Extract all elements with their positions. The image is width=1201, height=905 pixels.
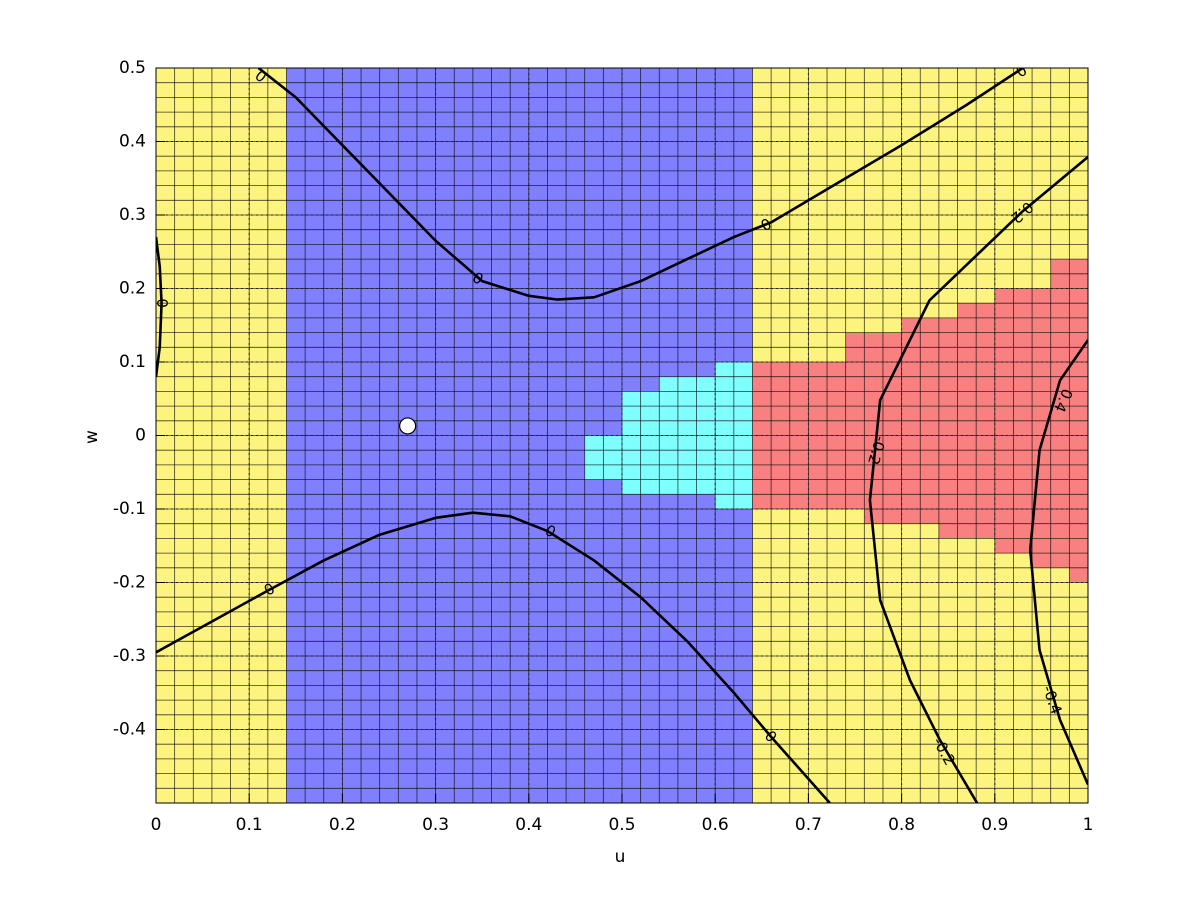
- y-tick-label: 0.1: [119, 352, 146, 372]
- x-tick-label: 0.9: [981, 815, 1008, 835]
- contour-line: [257, 68, 1024, 301]
- contour-line: [1028, 339, 1088, 786]
- x-tick-label: 0.8: [888, 815, 915, 835]
- x-tick-label: 0.4: [515, 815, 542, 835]
- y-tick-label: 0.3: [119, 205, 146, 225]
- y-axis-label: w: [82, 430, 102, 444]
- y-tick-label: -0.3: [113, 646, 146, 666]
- y-tick-label: -0.1: [113, 499, 146, 519]
- x-tick-label: 0.6: [702, 815, 729, 835]
- y-tick-label: -0.4: [113, 720, 146, 740]
- contour-line: [156, 236, 163, 377]
- contour-line: [868, 155, 1088, 803]
- x-tick-label: 0.5: [608, 815, 635, 835]
- y-tick-label: 0: [135, 426, 146, 446]
- marker: [399, 417, 417, 435]
- x-tick-label: 0.1: [236, 815, 263, 835]
- contour-label: 0: [153, 298, 171, 308]
- y-tick-label: 0.5: [119, 58, 146, 78]
- x-tick-label: 0.7: [795, 815, 822, 835]
- y-tick-label: 0.4: [119, 132, 146, 152]
- x-tick-label: 0.2: [329, 815, 356, 835]
- x-tick-label: 0: [151, 815, 162, 835]
- y-tick-label: 0.2: [119, 279, 146, 299]
- x-tick-label: 1: [1083, 815, 1094, 835]
- y-tick-label: -0.2: [113, 573, 146, 593]
- x-tick-label: 0.3: [422, 815, 449, 835]
- x-axis-label: u: [615, 847, 626, 867]
- contour-line: [156, 511, 831, 803]
